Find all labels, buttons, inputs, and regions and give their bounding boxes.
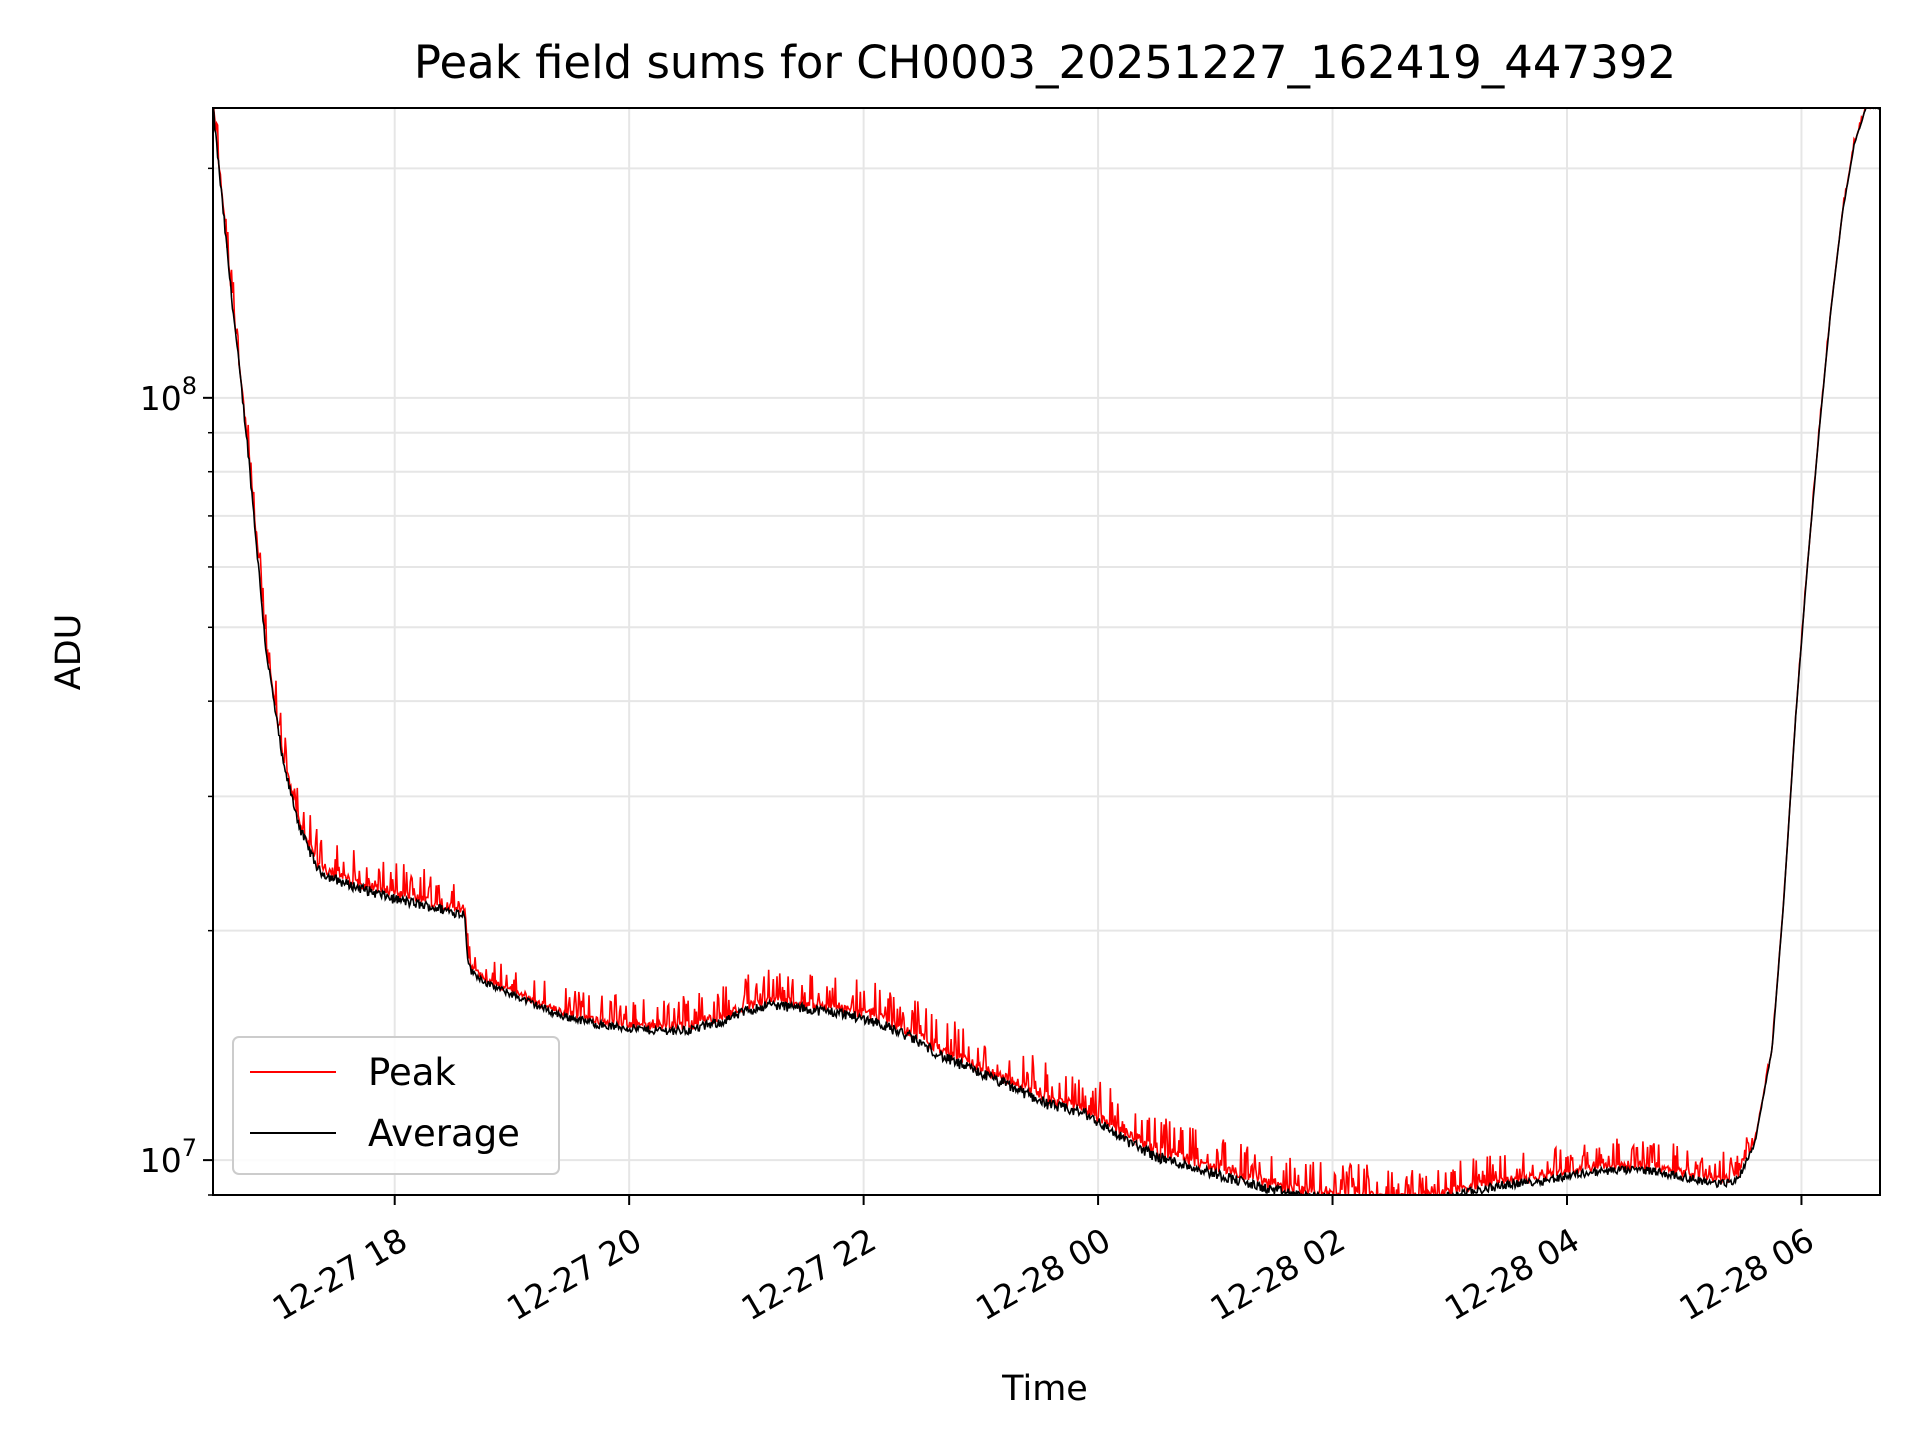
- legend: Peak Average: [232, 1036, 560, 1175]
- y-tick-label: 108: [140, 372, 197, 418]
- legend-label-peak: Peak: [368, 1051, 456, 1094]
- chart-title: Peak field sums for CH0003_20251227_1624…: [414, 36, 1676, 89]
- grid: [213, 108, 1880, 1196]
- x-axis-label: Time: [1001, 1369, 1088, 1409]
- legend-label-average: Average: [368, 1112, 520, 1155]
- plot-frame: [212, 107, 1881, 1196]
- y-axis: 107 108: [140, 167, 213, 1196]
- y-tick-label: 107: [140, 1134, 197, 1180]
- plot-lines: [213, 108, 1880, 1195]
- y-axis-label: ADU: [49, 614, 89, 691]
- series-line-average: [213, 108, 1880, 1195]
